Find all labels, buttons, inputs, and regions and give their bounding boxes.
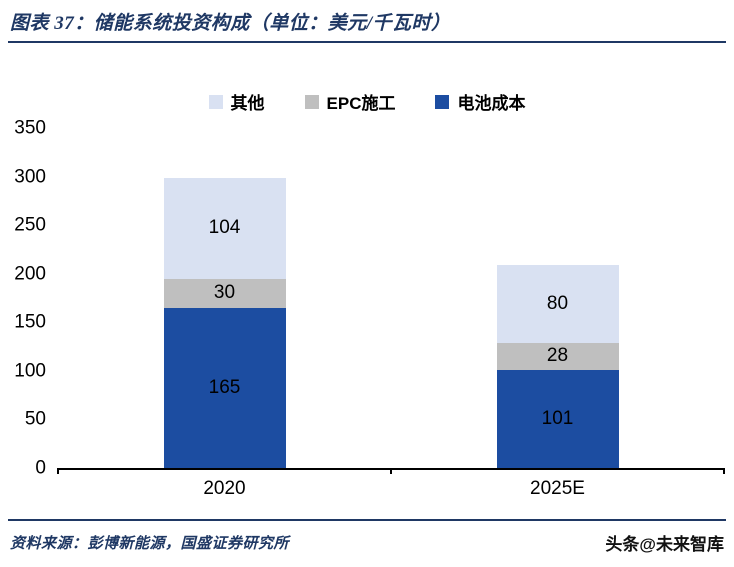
chart-footer: 资料来源：彭博新能源，国盛证券研究所 头条@未来智库 [8, 519, 726, 567]
chart-header: 图表 37：储能系统投资构成（单位：美元/千瓦时） [0, 0, 734, 38]
legend-swatch [304, 94, 319, 109]
source-note: 资料来源：彭博新能源，国盛证券研究所 [10, 536, 290, 552]
y-tick-label: 50 [24, 408, 46, 430]
bar-value-label: 165 [208, 376, 241, 398]
legend-item: 其他 [208, 89, 265, 114]
bar-segment-EPC施工: 30 [163, 278, 286, 308]
legend-label: 其他 [230, 94, 265, 113]
bar-value-label: 30 [213, 282, 236, 304]
y-tick-label: 200 [14, 263, 46, 285]
legend-swatch [435, 94, 450, 109]
title-divider [8, 41, 726, 43]
chart-legend: 其他 EPC施工 电池成本 [0, 89, 734, 114]
bar-column-2020: 104 30 165 [58, 128, 391, 468]
y-tick-label: 250 [14, 214, 46, 236]
stacked-bar-2020: 104 30 165 [163, 177, 286, 468]
bar-value-label: 104 [208, 217, 241, 239]
y-tick-label: 150 [14, 311, 46, 333]
y-axis-labels: 350 300 250 200 150 100 50 0 [0, 119, 58, 478]
stacked-bar-2025E: 80 28 101 [496, 265, 619, 468]
x-category-label: 2020 [203, 478, 246, 499]
bar-value-label: 28 [546, 345, 569, 367]
x-axis-labels: 2020 2025E [58, 478, 724, 500]
y-tick-label: 350 [14, 117, 46, 139]
legend-label: 电池成本 [457, 94, 526, 113]
bar-segment-其他: 104 [163, 177, 286, 279]
legend-swatch [208, 94, 223, 109]
bar-segment-EPC施工: 28 [496, 342, 619, 370]
y-tick-label: 100 [14, 360, 46, 382]
y-tick-label: 0 [35, 457, 46, 479]
legend-label: EPC施工 [326, 94, 396, 113]
x-category-label: 2025E [530, 478, 585, 499]
bar-value-label: 80 [546, 292, 569, 314]
x-axis-tick [723, 468, 725, 474]
bar-column-2025E: 80 28 101 [391, 128, 724, 468]
bar-segment-电池成本: 101 [496, 369, 619, 468]
bar-segment-电池成本: 165 [163, 307, 286, 468]
legend-item: EPC施工 [304, 89, 396, 114]
x-axis-tick [57, 468, 59, 474]
legend-item: 电池成本 [435, 89, 525, 114]
y-tick-label: 300 [14, 166, 46, 188]
plot-area: 104 30 165 80 28 101 [57, 128, 725, 474]
watermark: 头条@未来智库 [605, 535, 724, 554]
bar-segment-其他: 80 [496, 265, 619, 343]
page-title: 图表 37：储能系统投资构成（单位：美元/千瓦时） [10, 13, 451, 34]
x-axis-tick [390, 468, 392, 474]
bar-value-label: 101 [541, 407, 574, 429]
chart-body: 350 300 250 200 150 100 50 0 104 30 165 80 28 101 [0, 119, 725, 478]
